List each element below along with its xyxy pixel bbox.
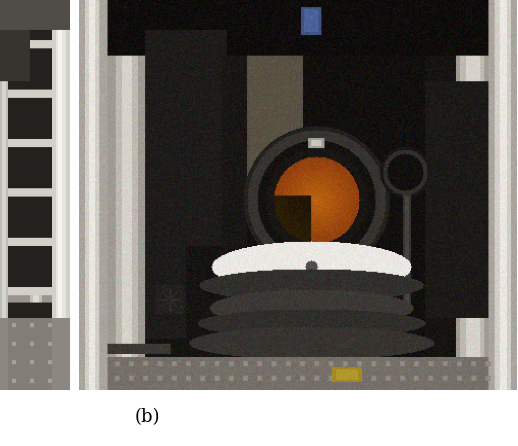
Text: (b): (b) (135, 408, 161, 426)
